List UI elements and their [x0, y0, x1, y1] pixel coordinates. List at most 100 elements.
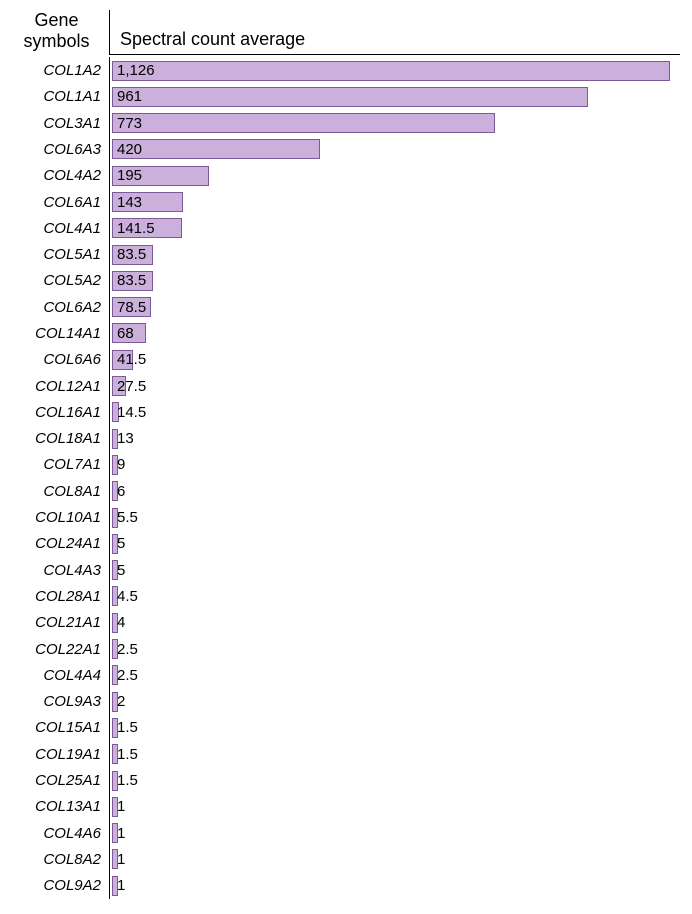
gene-symbol: COL6A2: [10, 294, 110, 320]
table-row: COL1A1961: [10, 84, 680, 110]
bar-value: 773: [117, 115, 142, 132]
bar-value: 2.5: [117, 667, 138, 684]
bar-value: 1: [117, 825, 125, 842]
table-row: COL4A2 195: [10, 163, 680, 189]
bar: 1: [112, 849, 118, 869]
bar: 1,126: [112, 61, 670, 81]
table-row: COL5A283.5: [10, 268, 680, 294]
bar: 4: [112, 613, 118, 633]
table-row: COL4A42.5: [10, 662, 680, 688]
bar: 1.5: [112, 771, 118, 791]
bar-value: 14.5: [117, 404, 146, 421]
table-row: COL16A114.5: [10, 399, 680, 425]
gene-symbol: COL10A1: [10, 504, 110, 530]
bar-value: 4.5: [117, 588, 138, 605]
gene-symbol: COL15A1: [10, 715, 110, 741]
bar-value: 78.5: [117, 299, 146, 316]
gene-symbol: COL6A3: [10, 136, 110, 162]
bar-cell: 2.5: [110, 636, 680, 662]
gene-symbol: COL3A1: [10, 110, 110, 136]
bar-value: 9: [117, 456, 125, 473]
gene-column-header: Gene symbols: [10, 10, 110, 55]
gene-symbol: COL8A1: [10, 478, 110, 504]
gene-symbol: COL4A1: [10, 215, 110, 241]
bar: 961: [112, 87, 588, 107]
gene-symbol: COL21A1: [10, 610, 110, 636]
table-row: COL22A12.5: [10, 636, 680, 662]
spectral-count-chart: Gene symbols Spectral count average COL1…: [0, 0, 692, 914]
bar-value: 2.5: [117, 641, 138, 658]
table-row: COL4A1 141.5: [10, 215, 680, 241]
bar: 27.5: [112, 376, 126, 396]
table-row: COL19A11.5: [10, 741, 680, 767]
bar-cell: 1.5: [110, 741, 680, 767]
bar-value: 2: [117, 693, 125, 710]
bar: 83.5: [112, 245, 153, 265]
bar-value: 83.5: [117, 246, 146, 263]
bar: 9: [112, 455, 118, 475]
bar-cell: 13: [110, 426, 680, 452]
table-row: COL6A3 420: [10, 136, 680, 162]
gene-symbol: COL12A1: [10, 373, 110, 399]
bar-cell: 2: [110, 689, 680, 715]
table-row: COL1A21,126: [10, 57, 680, 83]
bar: 1: [112, 876, 118, 896]
table-row: COL12A127.5: [10, 373, 680, 399]
bar-cell: 5.5: [110, 504, 680, 530]
bar-cell: 6: [110, 478, 680, 504]
bar: 1.5: [112, 718, 118, 738]
bar: 2.5: [112, 639, 118, 659]
bar-cell: 14.5: [110, 399, 680, 425]
bar-cell: 420: [110, 136, 680, 162]
bar-cell: 27.5: [110, 373, 680, 399]
bar-value: 83.5: [117, 272, 146, 289]
bar: 78.5: [112, 297, 151, 317]
bar: 141.5: [112, 218, 182, 238]
table-row: COL9A21: [10, 873, 680, 899]
bar: 1: [112, 797, 118, 817]
bar-value: 5.5: [117, 509, 138, 526]
bar-cell: 83.5: [110, 268, 680, 294]
bar: 143: [112, 192, 183, 212]
table-row: COL18A113: [10, 426, 680, 452]
gene-symbol: COL4A2: [10, 163, 110, 189]
bar-cell: 1.5: [110, 767, 680, 793]
bar-value: 195: [117, 167, 142, 184]
table-row: COL9A32: [10, 689, 680, 715]
bar: 41.5: [112, 350, 133, 370]
bar-cell: 5: [110, 557, 680, 583]
bar: 5: [112, 560, 118, 580]
bar-cell: 41.5: [110, 347, 680, 373]
table-row: COL5A183.5: [10, 241, 680, 267]
bar: 2.5: [112, 665, 118, 685]
bar-value: 5: [117, 535, 125, 552]
bar-value: 41.5: [117, 351, 146, 368]
bar: 1: [112, 823, 118, 843]
table-row: COL6A2 78.5: [10, 294, 680, 320]
bar-value: 4: [117, 614, 125, 631]
gene-symbol: COL9A2: [10, 873, 110, 899]
bar-value: 141.5: [117, 220, 155, 237]
chart-rows: COL1A21,126COL1A1961COL3A1773COL6A3420CO…: [10, 57, 680, 899]
bar: 6: [112, 481, 118, 501]
bar: 2: [112, 692, 118, 712]
bar: 5: [112, 534, 118, 554]
bar: 1.5: [112, 744, 118, 764]
bar-cell: 2.5: [110, 662, 680, 688]
bar-value: 420: [117, 141, 142, 158]
bar-cell: 773: [110, 110, 680, 136]
table-row: COL6A1143: [10, 189, 680, 215]
bar-cell: 1,126: [110, 57, 680, 83]
count-column-header: Spectral count average: [110, 29, 680, 55]
bar-value: 961: [117, 88, 142, 105]
table-row: COL28A14.5: [10, 583, 680, 609]
table-row: COL4A61: [10, 820, 680, 846]
bar-cell: 1: [110, 873, 680, 899]
bar: 83.5: [112, 271, 153, 291]
table-row: COL14A168: [10, 320, 680, 346]
gene-symbol: COL22A1: [10, 636, 110, 662]
gene-symbol: COL24A1: [10, 531, 110, 557]
gene-symbol: COL7A1: [10, 452, 110, 478]
table-row: COL8A16: [10, 478, 680, 504]
bar-cell: 141.5: [110, 215, 680, 241]
